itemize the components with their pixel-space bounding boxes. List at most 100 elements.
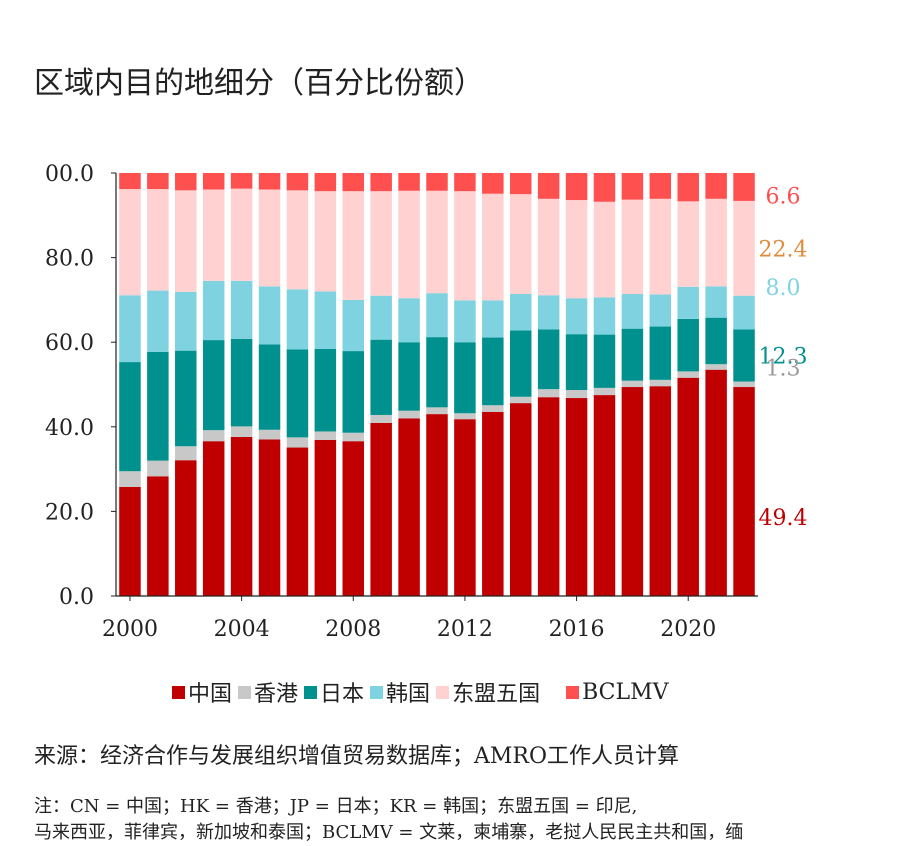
bar-segment-2-2003 — [202, 340, 225, 431]
bar-segment-0-2003 — [202, 441, 225, 596]
bar-segment-0-2021 — [705, 369, 727, 596]
bar-segment-5-2006 — [286, 173, 309, 191]
bar-segment-5-2013 — [482, 173, 504, 194]
bar-segment-5-2004 — [230, 173, 253, 189]
bar-segment-4-2017 — [593, 201, 616, 298]
bar-segment-1-2019 — [649, 379, 672, 387]
note-line-2: 马来西亚，菲律宾，新加坡和泰国；BCLMV = 文莱，柬埔寨，老挝人民民主共和国… — [34, 822, 744, 843]
bar-segment-2-2015 — [537, 329, 560, 390]
bar-segment-0-2016 — [565, 398, 588, 596]
bar-segment-1-2008 — [342, 432, 365, 442]
bar-segment-0-2006 — [286, 447, 309, 596]
bar-segment-3-2004 — [230, 280, 253, 339]
bar-segment-0-2019 — [649, 386, 672, 596]
legend-swatch-bclmv — [566, 685, 580, 699]
legend-label-korea: 韩国 — [386, 682, 431, 707]
bar-segment-5-2017 — [593, 173, 616, 202]
bar-segment-3-2000 — [119, 295, 141, 363]
bar-segment-2-2011 — [426, 337, 448, 408]
bar-segment-2-2005 — [258, 344, 281, 430]
bar-segment-4-2004 — [230, 188, 253, 281]
bar-segment-2-2009 — [370, 339, 392, 415]
bar-segment-5-2009 — [370, 173, 392, 192]
bar-segment-3-2010 — [398, 298, 420, 343]
bar-segment-3-2016 — [565, 298, 588, 335]
legend-label-bclmv: BCLMV — [582, 679, 669, 705]
bar-segment-2-2022 — [733, 329, 755, 382]
x-tick-label: 2020 — [660, 617, 716, 642]
bar-segment-2-2018 — [621, 328, 644, 381]
bar-segment-0-2012 — [454, 419, 476, 596]
end-value-label: 1.3 — [766, 356, 801, 381]
bar-segment-4-2013 — [482, 193, 504, 301]
bar-segment-2-2000 — [119, 362, 141, 472]
legend-swatch-japan — [304, 685, 318, 699]
bar-segment-1-2002 — [175, 446, 197, 461]
bar-segment-3-2014 — [509, 293, 532, 331]
bar-segment-4-2012 — [454, 191, 476, 301]
bar-segment-0-2015 — [537, 397, 560, 596]
bar-segment-3-2018 — [621, 293, 644, 329]
legend-swatch-asean5 — [436, 685, 450, 699]
bar-segment-2-2014 — [509, 330, 532, 397]
bar-segment-3-2009 — [370, 295, 392, 340]
bar-segment-0-2013 — [482, 411, 504, 596]
legend-swatch-korea — [370, 685, 384, 699]
bar-segment-4-2000 — [119, 189, 141, 296]
legend-item-asean5: 东盟五国 — [436, 676, 540, 708]
bar-segment-0-2005 — [258, 439, 281, 596]
bar-segment-3-2021 — [705, 286, 727, 318]
bar-segment-0-2007 — [314, 439, 337, 596]
bar-segment-4-2018 — [621, 199, 644, 294]
bar-segment-1-2009 — [370, 414, 392, 423]
bar-segment-1-2010 — [398, 410, 420, 419]
bar-segment-1-2004 — [230, 426, 253, 437]
bar-segment-3-2012 — [454, 300, 476, 343]
bar-segment-0-2017 — [593, 395, 616, 596]
bar-segment-0-2000 — [119, 486, 141, 596]
bar-segment-5-2008 — [342, 173, 365, 192]
bar-segment-5-2005 — [258, 173, 281, 190]
note-line-1: 注：CN = 中国；HK = 香港；JP = 日本；KR = 韩国；东盟五国 =… — [34, 796, 638, 817]
bar-segment-1-2011 — [426, 407, 448, 415]
bar-segment-1-2021 — [705, 364, 727, 370]
bar-segment-4-2007 — [314, 191, 337, 292]
bar-segment-0-2018 — [621, 387, 644, 596]
bar-segment-3-2008 — [342, 299, 365, 352]
legend-swatch-hongkong — [238, 685, 252, 699]
bar-segment-2-2007 — [314, 348, 337, 432]
bar-segment-1-2022 — [733, 381, 755, 388]
bar-segment-5-2003 — [202, 173, 225, 190]
bar-segment-5-2011 — [426, 173, 448, 191]
end-value-label: 22.4 — [759, 237, 808, 262]
bar-segment-4-2015 — [537, 198, 560, 296]
bar-segment-4-2010 — [398, 190, 420, 299]
y-tick-label: 60.0 — [45, 331, 94, 356]
bar-segment-2-2021 — [705, 317, 727, 365]
bar-segment-2-2008 — [342, 351, 365, 433]
x-tick-label: 2012 — [437, 617, 493, 642]
bar-segment-3-2002 — [175, 291, 197, 351]
bar-segment-1-2013 — [482, 405, 504, 412]
bar-segment-0-2020 — [677, 377, 699, 596]
bar-segment-0-2011 — [426, 414, 448, 596]
bar-segment-1-2012 — [454, 413, 476, 420]
bar-segment-1-2000 — [119, 471, 141, 487]
bar-segment-1-2014 — [509, 396, 532, 404]
bar-segment-3-2015 — [537, 295, 560, 330]
bar-segment-5-2020 — [677, 173, 699, 202]
bar-segment-2-2004 — [230, 338, 253, 427]
source-text: 来源：经济合作与发展组织增值贸易数据库；AMRO工作人员计算 — [34, 744, 680, 769]
bar-segment-5-2022 — [733, 173, 755, 201]
bar-segment-5-2018 — [621, 173, 644, 200]
bar-segment-1-2007 — [314, 431, 337, 440]
x-tick-label: 2016 — [549, 617, 605, 642]
bar-segment-3-2011 — [426, 293, 448, 338]
bar-segment-1-2005 — [258, 429, 281, 440]
legend-item-hongkong: 香港 — [238, 676, 298, 708]
bar-segment-5-2015 — [537, 173, 560, 199]
stacked-bar-chart: 0.0 20.0 40.0 60.0 80.0 00.0 2000 2004 2008 2012 2… — [45, 162, 808, 642]
bar-segment-4-2016 — [565, 200, 588, 299]
bar-segment-2-2006 — [286, 349, 309, 438]
x-tick-label: 2000 — [102, 617, 158, 642]
